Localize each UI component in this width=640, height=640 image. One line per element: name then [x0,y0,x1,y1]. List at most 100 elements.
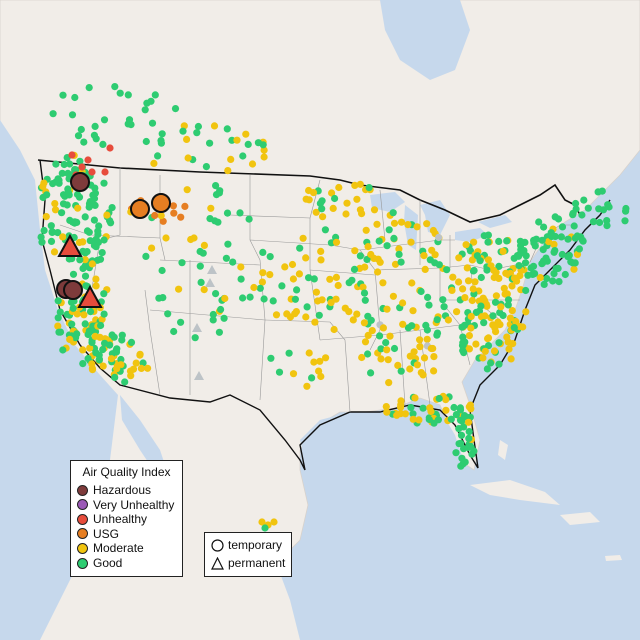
station-dot [360,319,368,327]
station-dot [480,319,488,327]
station-dot [406,365,414,373]
station-dot [58,209,66,217]
station-dot [303,382,311,390]
station-dot [570,265,578,273]
station-dot [552,265,560,273]
station-dot [578,211,586,219]
station-dot [96,333,104,341]
station-dot [397,403,405,411]
station-dot [499,247,507,255]
station-dot [139,359,147,367]
station-dot [407,403,415,412]
station-dot [512,317,520,326]
station-dot [375,237,383,245]
station-dot [248,160,257,168]
station-dot [460,445,468,453]
station-dot [288,260,297,269]
station-dot [54,322,62,330]
station-dot [413,361,421,369]
station-dot [335,183,343,192]
station-dot [367,369,375,377]
station-dot [162,234,170,242]
aqi-legend: Air Quality Index Hazardous Very Unhealth… [70,460,183,577]
station-dot [40,226,48,235]
station-dot [85,84,93,92]
station-dot [580,196,588,204]
station-dot [522,286,530,295]
station-dot [96,255,105,263]
station-dot [171,105,180,113]
station-dot [281,263,289,271]
station-dot [39,193,47,202]
station-dot [187,235,195,244]
station-dot [197,278,205,286]
aqi-legend-row: USG [77,527,119,541]
station-dot [433,331,441,339]
temporary-station-marker [130,199,150,219]
aqi-color-swatch [77,557,88,569]
station-dot [318,296,326,304]
station-dot [382,339,390,347]
station-dot [47,222,55,230]
station-dot [100,179,108,187]
hudson-bay [380,0,470,80]
station-dot [80,138,88,146]
station-dot [88,260,96,268]
station-dot [38,238,46,246]
station-dot [58,169,66,177]
station-dot [377,345,385,353]
station-dot [103,211,111,219]
station-dot [420,252,428,260]
station-dot [452,411,460,419]
station-dot [267,354,275,362]
station-dot [430,367,438,375]
station-dot [39,182,47,190]
station-dot [90,131,98,139]
station-dot [100,116,109,124]
station-dot [420,354,429,362]
station-dot [508,282,516,290]
station-dot [542,254,550,262]
station-dot [495,360,503,368]
station-dot [455,278,463,286]
station-dot [397,367,405,375]
station-dot [118,336,126,344]
station-dot [42,213,50,221]
station-dot [308,374,316,382]
station-dot [479,354,487,362]
station-dot [477,302,485,310]
station-dot [417,287,425,296]
station-dot [80,311,88,319]
station-dot [449,273,457,281]
station-dot [246,293,254,301]
station-dot [317,256,325,264]
station-dot [157,212,165,220]
permanent-station-marker-small [192,323,202,332]
station-dot [467,443,475,451]
station-dot [538,236,546,244]
station-dot [508,307,516,315]
station-dot [223,125,231,133]
station-dot [382,403,390,411]
station-dot [430,353,438,361]
station-dot [79,238,87,246]
station-dot [569,259,577,267]
station-dot [476,257,484,265]
station-dot [71,93,79,102]
station-dot [108,204,116,212]
station-dot [106,341,114,349]
station-dot [410,348,418,356]
station-dot [95,356,103,364]
station-dot [356,252,364,260]
station-dot [326,275,334,283]
aqi-color-swatch [77,542,88,554]
station-dot [81,256,89,264]
station-dot [305,349,313,357]
station-dot [159,217,167,225]
station-dot [68,151,76,159]
station-dot [472,308,480,316]
temporary-station-marker [70,172,90,192]
station-dot [483,365,491,373]
station-dot [470,238,478,246]
station-dot [250,283,258,292]
